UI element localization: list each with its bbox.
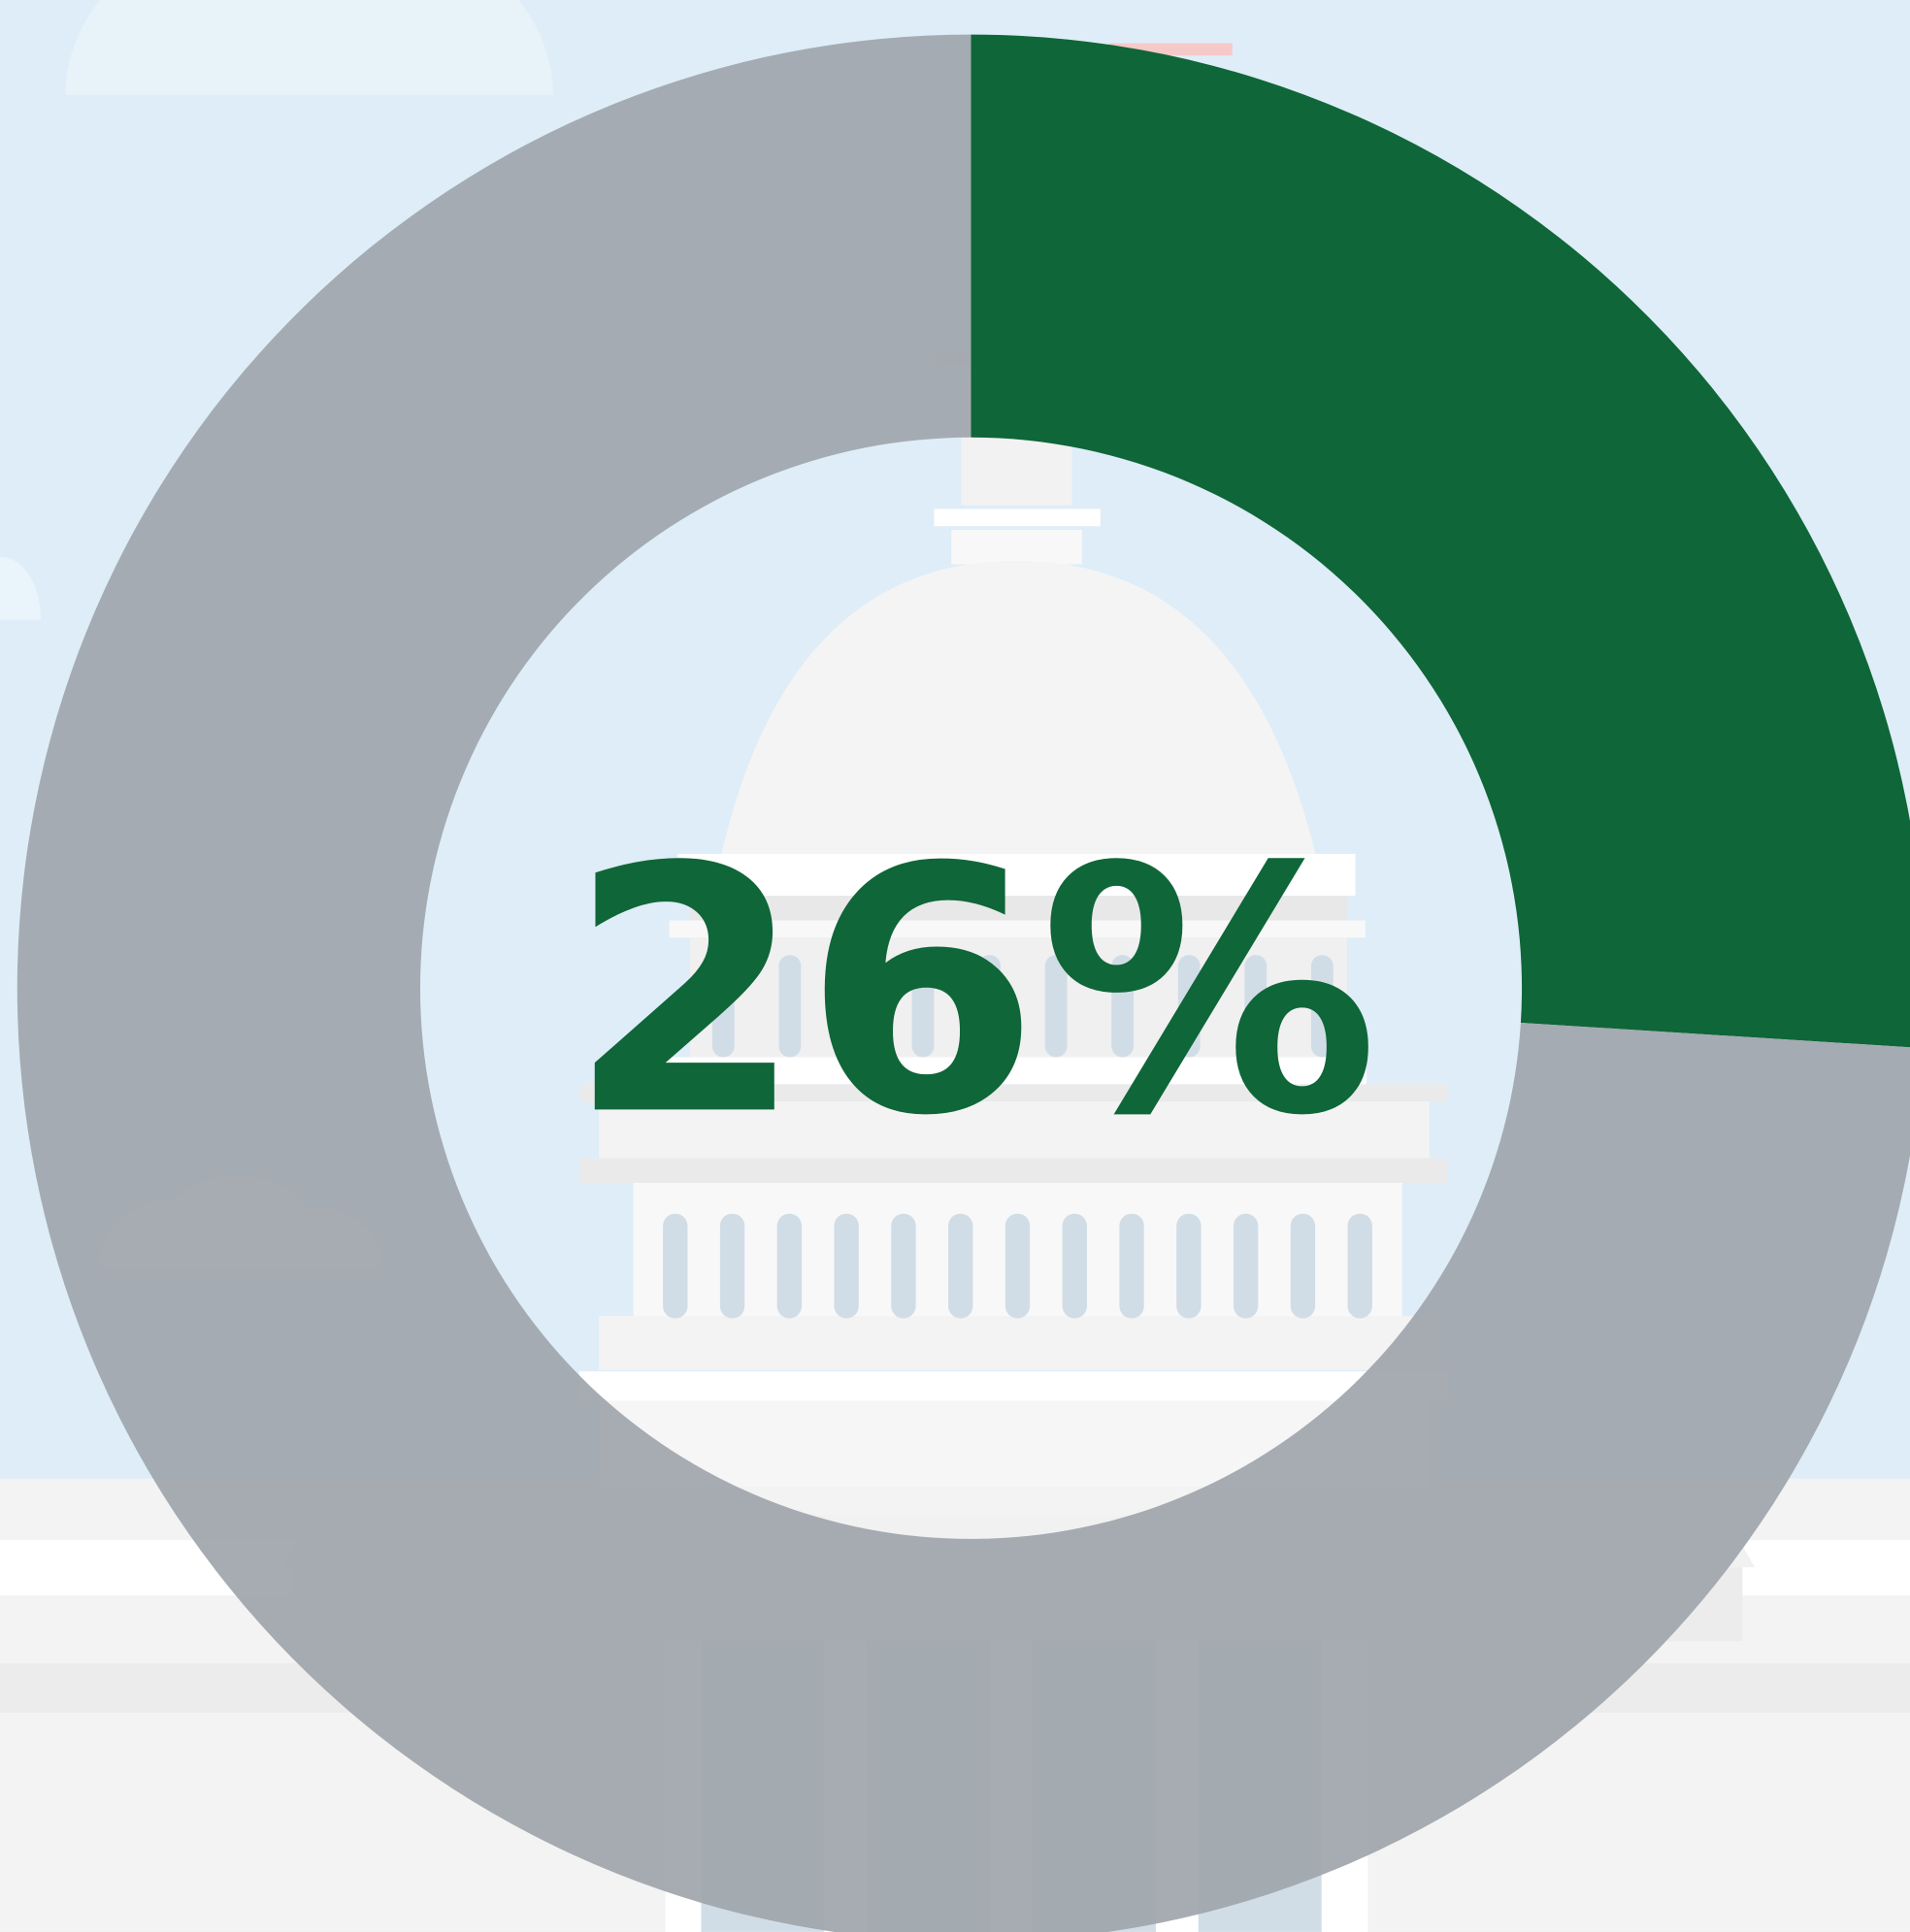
column: [1291, 1214, 1315, 1319]
base: [579, 1371, 1448, 1400]
column: [1176, 1214, 1201, 1319]
column: [891, 1214, 915, 1319]
column: [1348, 1214, 1372, 1319]
column: [1119, 1214, 1143, 1319]
chart: 26%: [0, 0, 1910, 1932]
page: {"chart_data": {"type": "donut", "values…: [0, 0, 1910, 1932]
base: [599, 1316, 1430, 1370]
column: [1005, 1214, 1030, 1319]
column: [834, 1214, 858, 1319]
column: [720, 1214, 744, 1319]
column: [777, 1214, 802, 1319]
lantern-base: [951, 530, 1082, 565]
column: [1063, 1214, 1087, 1319]
column: [663, 1214, 687, 1319]
center-label: 26%: [568, 796, 1379, 1190]
column: [948, 1214, 972, 1319]
lantern-base: [934, 508, 1100, 526]
column: [1234, 1214, 1258, 1319]
cloud: [65, 0, 553, 95]
